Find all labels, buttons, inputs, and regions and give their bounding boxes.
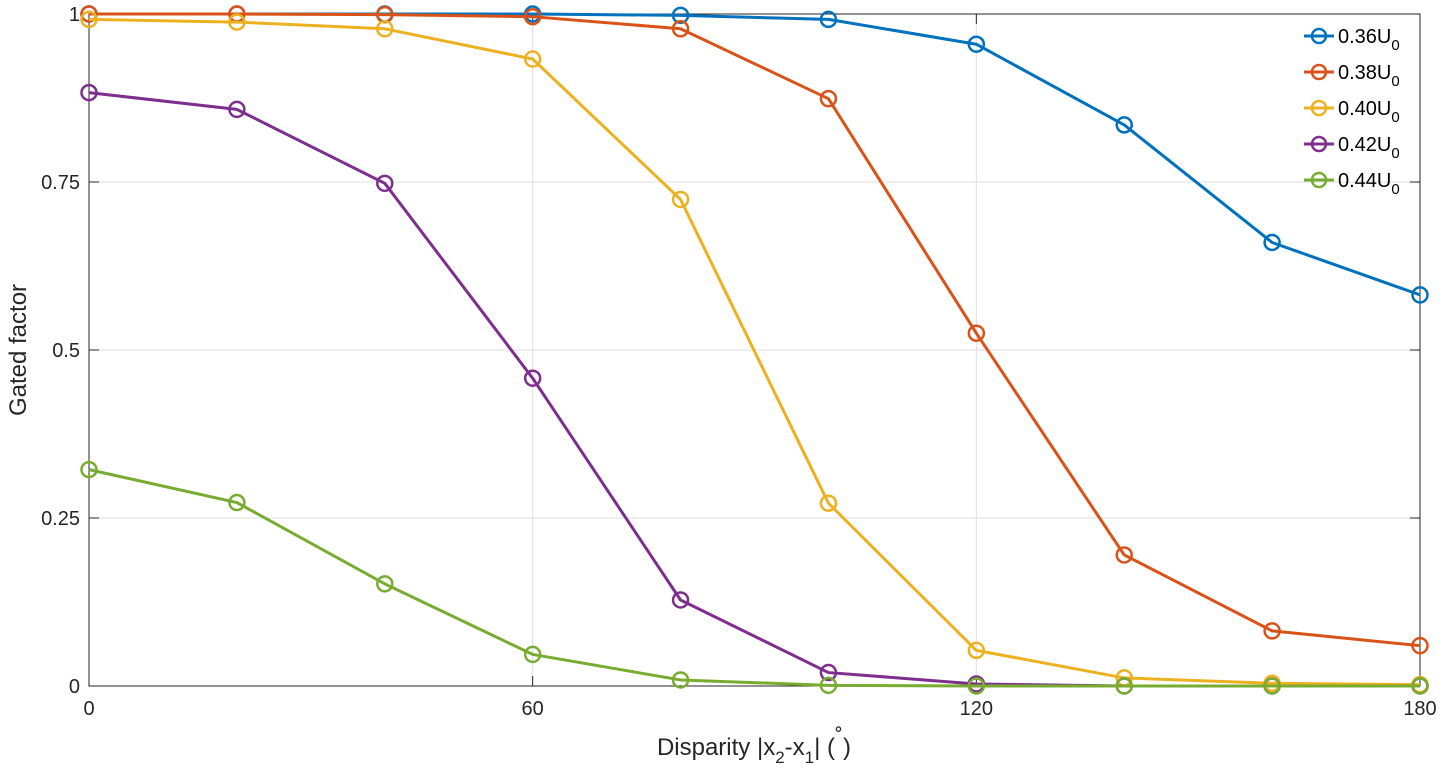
y-tick-label: 0.75 xyxy=(41,172,80,194)
series-line xyxy=(88,17,1421,687)
y-tick-label: 0.5 xyxy=(52,340,80,362)
x-axis-title-deg: ˚ xyxy=(835,725,843,752)
legend-label: 0.36U0 xyxy=(1338,26,1400,54)
x-axis-title-sub1: 2 xyxy=(775,748,784,767)
x-axis-title-mid: -x xyxy=(785,734,805,761)
data-point xyxy=(1263,233,1281,252)
data-point xyxy=(1411,286,1429,304)
legend: 0.36U0 0.38U0 0.40U0 0.42U0 0.44U0 xyxy=(1304,26,1400,198)
data-point xyxy=(671,591,690,609)
data-point xyxy=(228,13,246,31)
data-point xyxy=(80,10,98,29)
legend-swatch-marker xyxy=(1310,171,1328,189)
legend-item: 0.42U0 xyxy=(1304,134,1400,162)
x-axis-title: Disparity |x2-x1| (˚) xyxy=(657,725,851,767)
data-point xyxy=(1411,636,1429,655)
series-line xyxy=(88,468,1420,688)
data-point xyxy=(376,575,394,593)
data-point xyxy=(671,671,690,689)
legend-label: 0.38U0 xyxy=(1338,62,1400,90)
data-point xyxy=(1115,116,1133,134)
y-tick-label: 1 xyxy=(69,4,80,26)
data-point xyxy=(80,460,98,479)
data-point xyxy=(80,83,98,102)
y-axis-title: Gated factor xyxy=(5,284,32,416)
y-tick-label: 0.25 xyxy=(41,508,80,530)
x-tick-label: 180 xyxy=(1403,698,1436,720)
data-point xyxy=(819,89,838,108)
legend-item: 0.40U0 xyxy=(1304,98,1400,126)
legend-swatch-marker xyxy=(1310,63,1328,81)
x-axis-title-post: | ( xyxy=(814,734,835,761)
data-point xyxy=(376,20,394,38)
data-point xyxy=(1115,677,1133,695)
legend-label: 0.40U0 xyxy=(1338,98,1400,126)
data-point xyxy=(967,35,986,53)
legend-label: 0.44U0 xyxy=(1338,170,1400,198)
data-point xyxy=(967,324,986,342)
data-point xyxy=(967,641,986,660)
data-point xyxy=(819,676,838,695)
data-point xyxy=(671,20,690,38)
data-point xyxy=(523,7,542,26)
series-line xyxy=(89,12,1421,648)
data-point xyxy=(228,100,246,119)
data-point xyxy=(819,494,838,512)
x-tick-label: 0 xyxy=(83,698,94,720)
data-point xyxy=(523,369,542,387)
legend-item: 0.44U0 xyxy=(1304,170,1400,198)
x-axis-title-pre: Disparity |x xyxy=(657,734,775,761)
data-point xyxy=(819,10,838,29)
legend-swatch-marker xyxy=(1310,27,1328,45)
data-point xyxy=(376,174,394,193)
series-0.44U0 xyxy=(80,460,1429,695)
legend-swatch-marker xyxy=(1310,99,1328,117)
legend-label: 0.42U0 xyxy=(1338,134,1400,162)
data-point xyxy=(819,663,838,682)
series-group xyxy=(80,5,1429,695)
data-point xyxy=(1115,546,1133,564)
legend-item: 0.36U0 xyxy=(1304,26,1400,54)
x-axis-title-sub2: 1 xyxy=(805,748,814,767)
y-tick-label: 0 xyxy=(69,676,80,698)
x-tick-label: 120 xyxy=(960,698,993,720)
legend-item: 0.38U0 xyxy=(1304,62,1400,90)
data-point xyxy=(671,190,690,209)
data-point xyxy=(671,6,690,25)
data-point xyxy=(228,493,246,512)
data-point xyxy=(523,645,542,664)
data-point xyxy=(1411,677,1429,695)
data-point xyxy=(1263,622,1281,640)
tick-labels: 0 60 120 180 0 0.25 0.5 0.75 1 xyxy=(41,4,1437,720)
legend-swatch-marker xyxy=(1310,135,1328,153)
data-point xyxy=(80,5,98,23)
data-point xyxy=(1263,677,1281,695)
data-point xyxy=(523,50,542,68)
data-point xyxy=(967,677,986,695)
x-axis-title-close: ) xyxy=(843,734,851,761)
x-tick-label: 60 xyxy=(522,698,544,720)
